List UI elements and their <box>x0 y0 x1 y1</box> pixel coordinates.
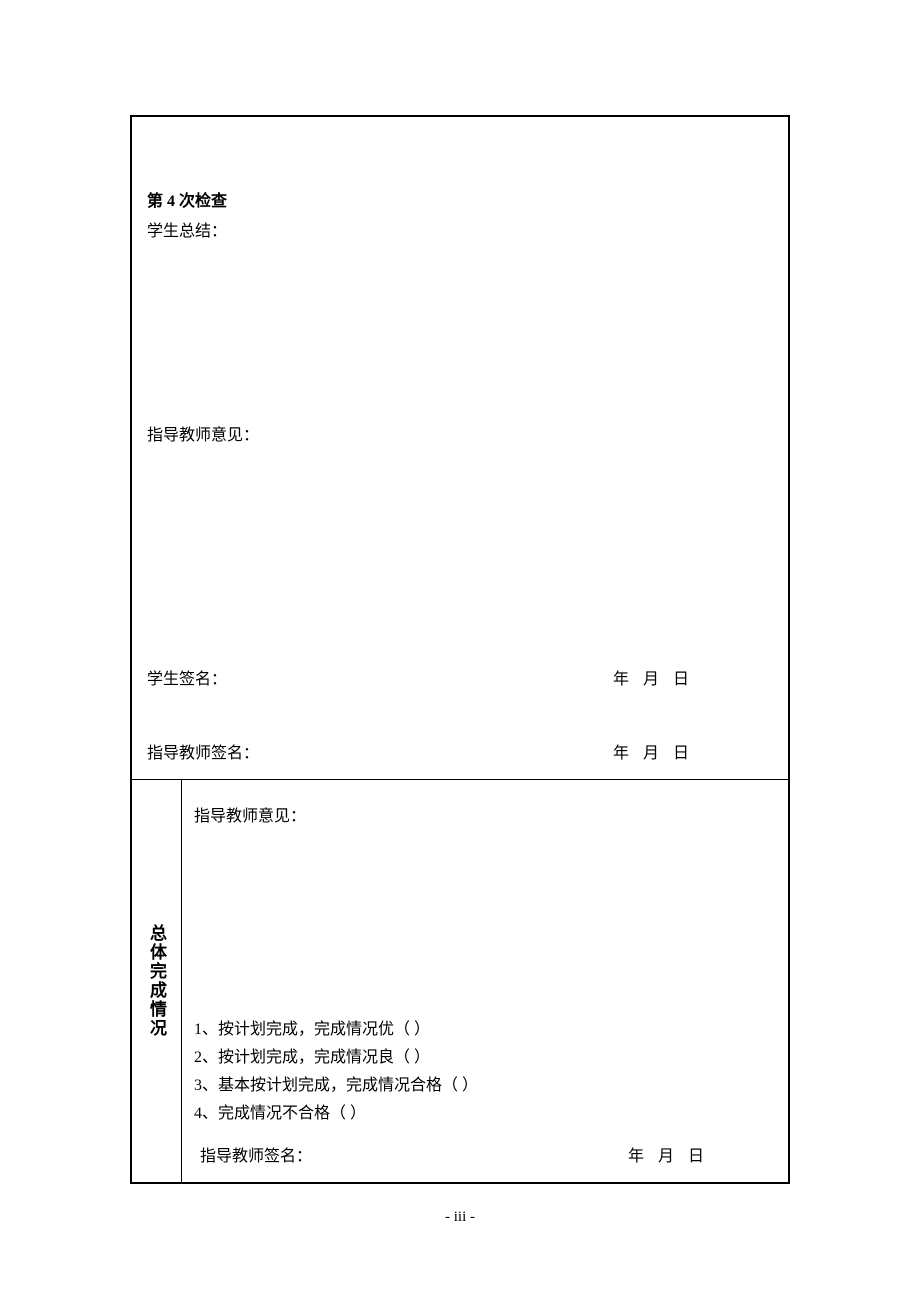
checklist-item-1: 1、按计划完成，完成情况优（ ） <box>194 1016 773 1044</box>
teacher-signature-row: 指导教师签名： 年月日 <box>147 739 773 763</box>
completion-checklist: 1、按计划完成，完成情况优（ ） 2、按计划完成，完成情况良（ ） 3、基本按计… <box>194 1016 773 1128</box>
checklist-item-4: 4、完成情况不合格（ ） <box>194 1100 773 1128</box>
teacher-date-fields: 年月日 <box>613 739 703 763</box>
bottom-teacher-opinion-label: 指导教师意见： <box>194 802 773 826</box>
overall-completion-label: 总体完成情况 <box>144 924 169 1038</box>
vertical-label-cell: 总体完成情况 <box>132 780 182 1182</box>
bottom-content: 指导教师意见： 1、按计划完成，完成情况优（ ） 2、按计划完成，完成情况良（ … <box>182 780 788 1182</box>
bottom-teacher-date-fields: 年月日 <box>628 1142 718 1166</box>
bottom-teacher-signature-row: 指导教师签名： 年月日 <box>194 1142 773 1166</box>
page-container: 第 4 次检查 学生总结： 指导教师意见： 学生签名： 年月日 指导教师签名： … <box>0 0 920 1184</box>
checklist-item-2: 2、按计划完成，完成情况良（ ） <box>194 1044 773 1072</box>
bottom-teacher-signature-label: 指导教师签名： <box>200 1142 312 1166</box>
check-section: 第 4 次检查 学生总结： 指导教师意见： 学生签名： 年月日 指导教师签名： … <box>132 117 788 780</box>
teacher-opinion-label: 指导教师意见： <box>147 421 773 445</box>
student-signature-row: 学生签名： 年月日 <box>147 665 773 689</box>
page-number: - iii - <box>0 1209 920 1226</box>
student-summary-label: 学生总结： <box>147 217 773 241</box>
check-title: 第 4 次检查 <box>147 187 773 211</box>
student-signature-label: 学生签名： <box>147 665 227 689</box>
checklist-item-3: 3、基本按计划完成，完成情况合格（ ） <box>194 1072 773 1100</box>
overall-completion-section: 总体完成情况 指导教师意见： 1、按计划完成，完成情况优（ ） 2、按计划完成，… <box>132 780 788 1182</box>
student-date-fields: 年月日 <box>613 665 703 689</box>
form-table: 第 4 次检查 学生总结： 指导教师意见： 学生签名： 年月日 指导教师签名： … <box>130 115 790 1184</box>
teacher-signature-label: 指导教师签名： <box>147 739 259 763</box>
